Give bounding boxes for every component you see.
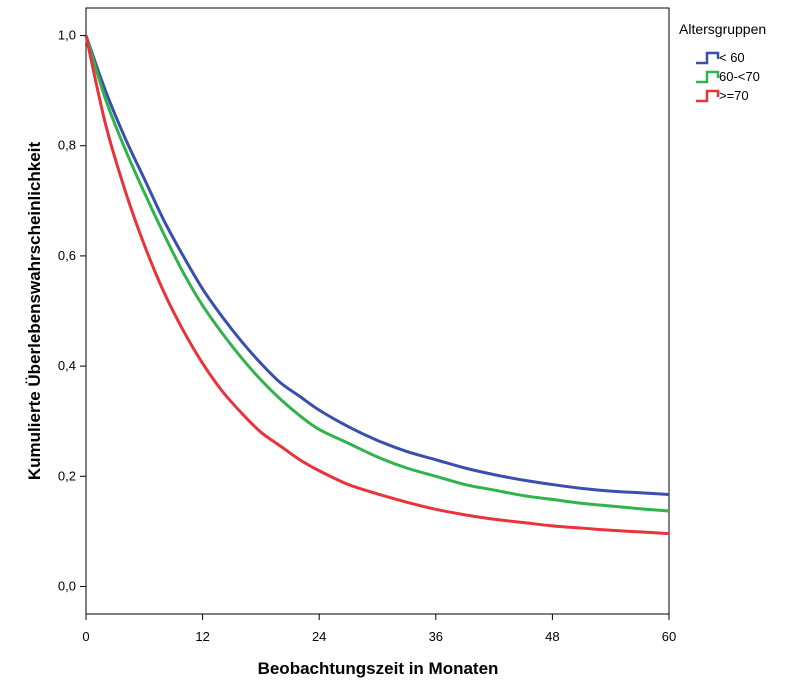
legend: Altersgruppen < 60 60-<70 >=70 (679, 21, 766, 103)
x-tick-label: 0 (82, 629, 89, 644)
y-axis: 0,0 0,2 0,4 0,6 0,8 1,0 (58, 28, 86, 593)
legend-swatch-2 (696, 70, 720, 84)
y-tick-label: 0,0 (58, 578, 76, 593)
legend-title: Altersgruppen (679, 21, 766, 37)
y-tick-label: 0,4 (58, 358, 76, 373)
legend-swatch-1 (696, 51, 720, 65)
y-tick-label: 0,8 (58, 138, 76, 153)
plot-frame (85, 7, 670, 615)
legend-label-2: 60-<70 (719, 69, 760, 84)
series-line-2 (84, 35, 670, 513)
x-tick-label: 36 (429, 629, 443, 644)
x-tick-label: 24 (312, 629, 326, 644)
legend-swatch-3 (696, 89, 720, 103)
y-axis-title: Kumulierte Überlebenswahrscheinlichkeit (25, 142, 44, 481)
series-line-3 (84, 35, 670, 536)
legend-label-3: >=70 (719, 88, 749, 103)
series-line-1 (84, 35, 670, 496)
y-tick-label: 1,0 (58, 28, 76, 43)
x-tick-label: 48 (545, 629, 559, 644)
x-tick-label: 60 (662, 629, 676, 644)
legend-label-1: < 60 (719, 50, 745, 65)
y-tick-label: 0,2 (58, 468, 76, 483)
y-tick-label: 0,6 (58, 248, 76, 263)
x-tick-label: 12 (195, 629, 209, 644)
x-axis: 0 12 24 36 48 60 (82, 614, 676, 644)
x-axis-title: Beobachtungszeit in Monaten (258, 659, 499, 678)
series-lines (84, 35, 670, 536)
